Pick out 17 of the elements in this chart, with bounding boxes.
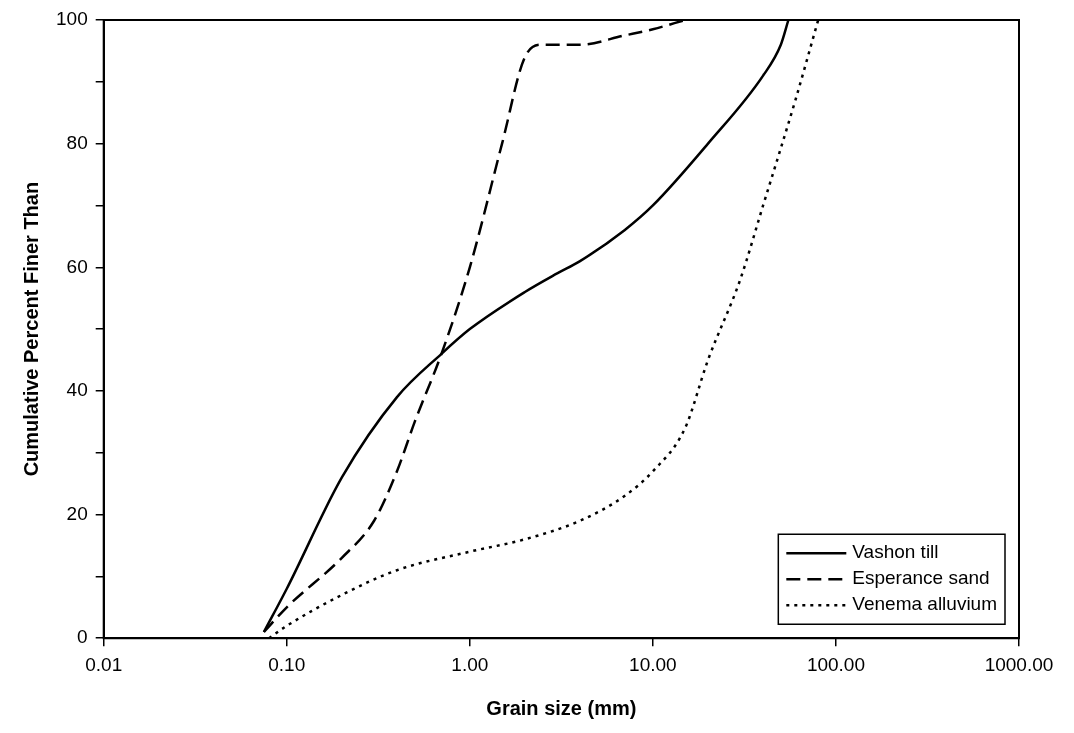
y-tick-label: 80 — [66, 131, 88, 153]
y-tick-label: 100 — [56, 8, 88, 30]
y-axis-title: Cumulative Percent Finer Than — [19, 181, 42, 477]
y-tick-label: 40 — [66, 379, 88, 401]
legend-label: Venema alluvium — [852, 593, 998, 615]
x-tick-label: 0.01 — [85, 653, 123, 675]
x-axis-title: Grain size (mm) — [486, 696, 637, 719]
legend-label: Esperance sand — [852, 567, 990, 589]
x-tick-label: 0.10 — [268, 653, 306, 675]
x-tick-label: 100.00 — [806, 653, 865, 675]
y-tick-label: 0 — [77, 626, 88, 648]
y-tick-label: 20 — [66, 502, 88, 524]
x-tick-label: 1000.00 — [984, 653, 1054, 675]
x-tick-label: 10.00 — [629, 653, 677, 675]
x-tick-label: 1.00 — [451, 653, 489, 675]
y-tick-label: 60 — [66, 255, 88, 277]
legend-label: Vashon till — [852, 541, 939, 563]
